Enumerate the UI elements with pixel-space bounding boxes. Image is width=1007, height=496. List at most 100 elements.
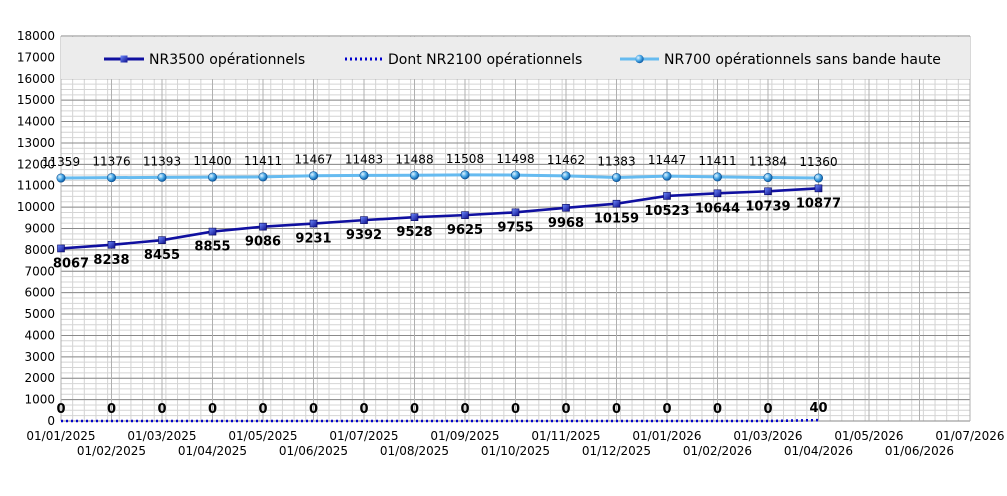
y-tick-label: 3000 bbox=[24, 350, 55, 364]
nr3500-value-label: 10159 bbox=[594, 212, 639, 227]
series-nr700-point bbox=[460, 170, 470, 180]
y-tick-label: 9000 bbox=[24, 222, 55, 236]
nr2100-value-label: 0 bbox=[713, 402, 722, 417]
nr3500-value-label: 9392 bbox=[346, 228, 382, 243]
nr700-value-label: 11411 bbox=[698, 154, 736, 168]
x-tick-label: 01/04/2026 bbox=[784, 444, 853, 458]
nr2100-value-label: 0 bbox=[56, 402, 65, 417]
nr2100-value-label: 0 bbox=[662, 402, 671, 417]
x-tick-label: 01/05/2025 bbox=[228, 429, 297, 443]
y-tick-label: 8000 bbox=[24, 243, 55, 257]
nr2100-value-label: 0 bbox=[561, 402, 570, 417]
nr3500-value-label: 10739 bbox=[745, 199, 790, 214]
y-tick-label: 11000 bbox=[17, 179, 55, 193]
nr700-value-label: 11384 bbox=[749, 155, 787, 169]
data-labels: 11359 11376 11393 11400 11411 11467 11483 11488… bbox=[42, 152, 841, 417]
series-nr700-point bbox=[611, 173, 621, 183]
nr3500-value-label: 9755 bbox=[497, 220, 533, 235]
x-tick-label: 01/07/2026 bbox=[935, 429, 1004, 443]
x-tick-label: 01/02/2026 bbox=[683, 444, 752, 458]
series-nr3500-point bbox=[612, 199, 621, 208]
y-tick-label: 18000 bbox=[17, 29, 55, 43]
y-tick-label: 6000 bbox=[24, 286, 55, 300]
series-nr3500-point bbox=[663, 192, 671, 200]
nr3500-value-label: 10523 bbox=[644, 204, 689, 219]
series-nr700-line bbox=[60, 173, 819, 180]
series-nr3500-point bbox=[713, 189, 722, 198]
nr2100-value-label: 0 bbox=[107, 402, 116, 417]
x-tick-label: 01/09/2025 bbox=[430, 429, 499, 443]
series-nr700-point bbox=[208, 172, 218, 182]
x-tick-label: 01/10/2025 bbox=[481, 444, 550, 458]
nr3500-value-label: 8855 bbox=[194, 240, 230, 255]
series-nr3500-point bbox=[360, 216, 368, 224]
y-tick-label: 12000 bbox=[17, 157, 55, 171]
series-nr3500-line bbox=[60, 187, 819, 250]
nr700-value-label: 11488 bbox=[395, 152, 433, 166]
nr700-value-label: 11360 bbox=[799, 155, 837, 169]
nr700-value-label: 11462 bbox=[547, 153, 585, 167]
series-nr700-point bbox=[308, 171, 318, 181]
y-tick-label: 1000 bbox=[24, 393, 55, 407]
series-nr3500-point bbox=[57, 244, 65, 253]
nr3500-value-label: 10877 bbox=[796, 196, 841, 211]
nr700-value-label: 11400 bbox=[193, 154, 231, 168]
nr3500-value-label: 8455 bbox=[144, 248, 180, 263]
series-nr700-point bbox=[813, 173, 823, 183]
x-tick-label: 01/05/2026 bbox=[834, 429, 903, 443]
nr3500-value-label: 9625 bbox=[447, 223, 483, 238]
nr2100-value-label: 0 bbox=[763, 402, 772, 417]
legend-nr3500-label: NR3500 opérationnels bbox=[149, 52, 305, 68]
series-nr3500-point bbox=[208, 227, 217, 236]
series-nr3500-point bbox=[259, 222, 267, 231]
nr700-value-label: 11393 bbox=[143, 154, 181, 168]
legend-nr700-swatch-marker bbox=[635, 54, 644, 64]
y-tick-label: 5000 bbox=[24, 307, 55, 321]
y-axis: 0 1000 2000 3000 4000 5000 6000 7000 8000 9000 100… bbox=[17, 29, 55, 428]
nr3500-value-label: 9086 bbox=[245, 235, 281, 250]
series-nr700-point bbox=[763, 173, 773, 183]
series-nr700-point bbox=[712, 172, 722, 182]
y-tick-label: 10000 bbox=[17, 200, 55, 214]
series-nr3500-point bbox=[511, 208, 520, 217]
series-nr3500-point bbox=[814, 184, 823, 193]
series-nr700-point bbox=[409, 170, 419, 180]
nr700-value-label: 11508 bbox=[446, 152, 484, 166]
nr2100-value-label: 0 bbox=[258, 402, 267, 417]
legend-nr700-label: NR700 opérationnels sans bande haute bbox=[664, 52, 941, 68]
nr3500-value-label: 8067 bbox=[53, 256, 89, 271]
legend: NR3500 opérationnels Dont NR2100 opératio… bbox=[61, 37, 970, 79]
x-tick-label: 01/06/2026 bbox=[885, 444, 954, 458]
nr700-value-label: 11447 bbox=[648, 153, 686, 167]
x-axis: 01/01/202501/02/202501/03/202501/04/2025… bbox=[26, 429, 1004, 458]
series-nr3500-point bbox=[107, 240, 116, 249]
nr2100-value-label: 0 bbox=[359, 402, 368, 417]
x-tick-label: 01/02/2025 bbox=[77, 444, 146, 458]
series-nr2100-line bbox=[61, 418, 819, 423]
x-tick-label: 01/11/2025 bbox=[531, 429, 600, 443]
x-tick-label: 01/01/2025 bbox=[26, 429, 95, 443]
nr2100-value-label: 0 bbox=[612, 402, 621, 417]
nr2100-value-label: 0 bbox=[410, 402, 419, 417]
nr700-value-label: 11359 bbox=[42, 155, 80, 169]
nr3500-value-label: 9968 bbox=[548, 216, 584, 231]
nr2100-value-label: 0 bbox=[157, 402, 166, 417]
series-nr700-point bbox=[662, 171, 672, 181]
y-tick-label: 13000 bbox=[17, 136, 55, 150]
nr700-value-label: 11383 bbox=[597, 155, 635, 169]
x-tick-label: 01/01/2026 bbox=[632, 429, 701, 443]
y-tick-label: 15000 bbox=[17, 93, 55, 107]
series-nr700-point bbox=[157, 172, 167, 182]
x-tick-label: 01/04/2025 bbox=[178, 444, 247, 458]
series-nr700-point bbox=[561, 171, 571, 181]
legend-nr2100-label: Dont NR2100 opérationnels bbox=[388, 52, 582, 68]
series-nr700-point bbox=[258, 172, 268, 182]
series-nr3500-point bbox=[309, 219, 318, 228]
series-layer bbox=[56, 170, 823, 423]
series-nr700-point bbox=[107, 173, 117, 183]
nr3500-value-label: 9528 bbox=[396, 225, 432, 240]
nr2100-value-label: 40 bbox=[809, 401, 827, 416]
y-tick-label: 17000 bbox=[17, 50, 55, 64]
series-nr700-point bbox=[56, 173, 66, 183]
